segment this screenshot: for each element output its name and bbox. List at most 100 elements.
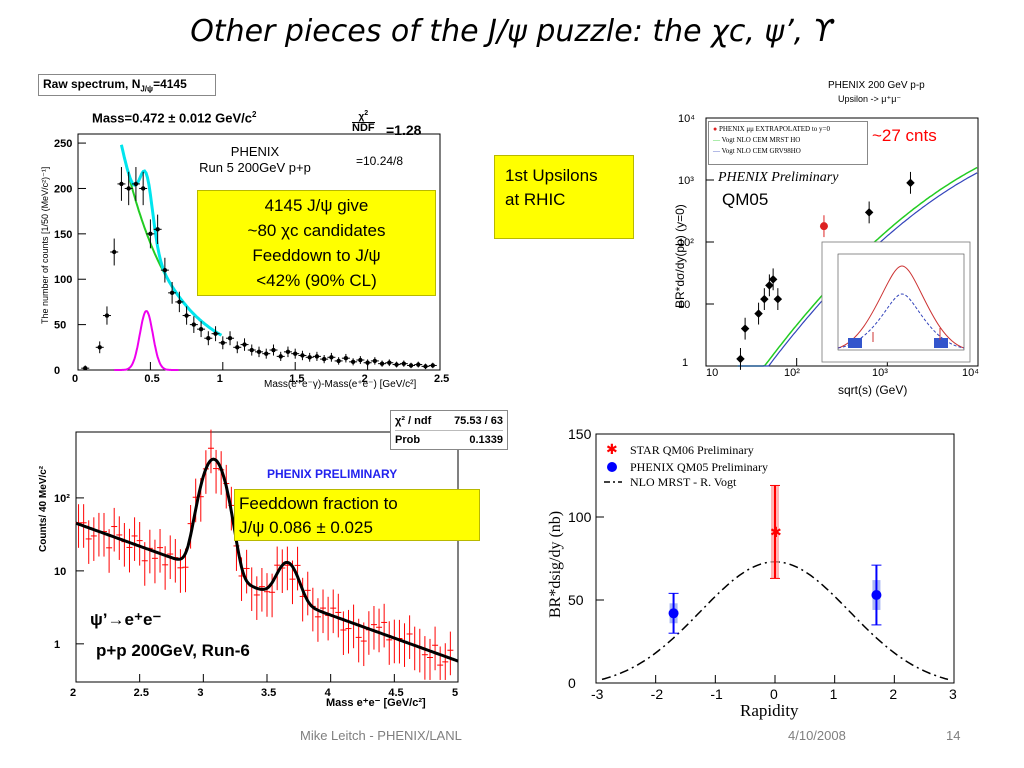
chic-point: [271, 347, 276, 353]
rapidity-ytick-label: 150: [568, 426, 592, 442]
chic-point: [408, 363, 414, 368]
chic-point: [227, 336, 233, 341]
chic-point: [198, 326, 204, 332]
upsilon-callout: 1st Upsilons at RHIC: [494, 155, 634, 239]
chic-point: [293, 351, 298, 356]
chic-ytick-label: 200: [54, 183, 72, 195]
chic-xlabel: Mass(e⁺e⁻γ)-Mass(e⁺e⁻) [GeV/c²]: [264, 379, 416, 390]
chic-point: [249, 347, 254, 353]
chic-point: [300, 353, 305, 358]
chic-point: [321, 356, 327, 362]
svg-text:10²: 10²: [678, 237, 694, 249]
chic-point: [264, 351, 269, 356]
chic-point: [220, 340, 225, 345]
chic-point: [314, 354, 320, 359]
psiprime-xtick-label: 4: [325, 687, 332, 699]
chic-point: [423, 364, 428, 369]
upsilon-data-point: [754, 309, 763, 318]
footer-date: 4/10/2008: [788, 728, 846, 743]
chic-point: [184, 313, 189, 318]
rapidity-xtick-label: 0: [770, 686, 778, 702]
rapidity-xtick-label: -1: [710, 686, 723, 702]
svg-text:10²: 10²: [784, 367, 800, 379]
psiprime-chart: 2 2.5 3 3.5 4 4.5 5 1 10 10² Counts/ 40 MeV/c² Ma…: [36, 412, 468, 712]
chic-point: [285, 349, 291, 355]
chic-ytick-label: 150: [54, 229, 72, 241]
psiprime-ylabel: Counts/ 40 MeV/c²: [38, 465, 49, 552]
chic-point: [133, 181, 139, 187]
chic-point: [372, 358, 378, 364]
upsilon-phenix-point: [819, 222, 828, 231]
rapidity-xtick-label: 3: [949, 686, 957, 702]
chic-point: [336, 358, 341, 364]
rapidity-legend-star-marker: ✱: [606, 443, 618, 458]
upsilon-inset-curve-1: [837, 265, 965, 349]
rapidity-xtick-label: 1: [830, 686, 838, 702]
svg-text:10: 10: [678, 299, 690, 311]
chic-point: [148, 231, 153, 237]
psiprime-xlabel: Mass e⁺e⁻ [GeV/c²]: [326, 697, 426, 709]
rapidity-ytick-label: 100: [568, 509, 592, 525]
svg-text:10⁴: 10⁴: [962, 367, 979, 379]
rapidity-legend-star: STAR QM06 Preliminary: [630, 443, 754, 457]
chic-point: [329, 355, 334, 360]
chic-ndf: NDF: [352, 122, 375, 135]
rapidity-ylabel: BR*dsig/dy (nb): [547, 511, 564, 618]
chic-callout-line2: ~80 χc candidates: [247, 221, 386, 240]
chic-xtick-label: 2: [362, 373, 368, 385]
chic-signal-peak: [114, 310, 179, 371]
psiprime-callout-line2: J/ψ 0.086 ± 0.025: [239, 518, 373, 537]
chic-point: [206, 336, 211, 341]
rapidity-xtick-label: -2: [651, 686, 664, 702]
chic-point: [83, 365, 88, 371]
psiprime-axis-ticks: 2 2.5 3 3.5 4 4.5 5 1 10 10²: [54, 493, 459, 699]
upsilon-counts-note: ~27 cnts: [872, 126, 937, 145]
chic-point: [358, 357, 363, 363]
chic-point: [112, 249, 117, 255]
psiprime-decay: ψ’→e⁺e⁻: [90, 610, 162, 629]
upsilon-data-point: [740, 324, 750, 333]
rapidity-chart: -3 -2 -1 0 1 2 3 0 50 100 150 ✱ BR*dsig/dy (nb) Ra…: [540, 424, 970, 724]
rapidity-legend: ✱ STAR QM06 Preliminary PHENIX QM05 Prel…: [604, 443, 768, 489]
svg-text:1: 1: [682, 357, 688, 369]
svg-text:10: 10: [706, 367, 718, 379]
svg-text:10⁴: 10⁴: [678, 113, 695, 125]
chic-xtick-label: 1.5: [289, 373, 304, 385]
chic-point: [177, 299, 182, 305]
rapidity-ytick-label: 0: [568, 675, 576, 691]
chic-mass-label: Mass=0.472 ± 0.012 GeV/c: [92, 110, 252, 126]
chic-header-sub: J/ψ: [140, 84, 154, 94]
psiprime-fit: [75, 457, 459, 663]
psiprime-ytick-label: 10²: [54, 493, 70, 505]
psiprime-xtick-label: 3: [197, 687, 203, 699]
chic-point: [242, 342, 247, 347]
psiprime-xtick-label: 5: [452, 687, 458, 699]
rapidity-xtick-label: -3: [591, 686, 604, 702]
rapidity-legend-nlo: NLO MRST - R. Vogt: [630, 475, 737, 489]
chic-point: [155, 227, 160, 232]
chic-point: [416, 362, 421, 367]
upsilon-title: PHENIX 200 GeV p-p: [828, 80, 925, 91]
psiprime-callout: Feeddown fraction to J/ψ 0.086 ± 0.025: [234, 489, 480, 541]
chic-xtick-label: 0.5: [144, 373, 159, 385]
rapidity-axis-ticks: -3 -2 -1 0 1 2 3 0 50 100 150: [568, 426, 957, 702]
upsilon-legend-phenix: PHENIX μμ EXTRAPOLATED to y=0: [718, 125, 830, 133]
upsilon-inset-band-right: [934, 338, 948, 348]
chic-chi2-block: χ2 NDF: [352, 110, 375, 135]
psiprime-prob-val: 0.1339: [469, 434, 503, 446]
footer-author: Mike Leitch - PHENIX/LANL: [300, 728, 462, 743]
svg-text:10³: 10³: [678, 175, 694, 187]
chic-point: [191, 322, 197, 327]
psiprime-run: p+p 200GeV, Run-6: [96, 641, 250, 661]
chic-frame: [77, 133, 441, 371]
psiprime-chi2-label: χ² / ndf: [395, 415, 432, 427]
chic-axis-ticks: 0 0.5 1 1.5 2 2.5 0 50 100 150 200 250: [54, 138, 449, 385]
chic-point: [365, 360, 370, 365]
upsilon-data-point: [760, 294, 769, 304]
chic-header-val: =4145: [153, 77, 187, 91]
chic-point: [401, 361, 406, 366]
rapidity-star-point: ✱: [770, 524, 782, 540]
psiprime-ytick-label: 10: [54, 566, 66, 578]
chic-header: Raw spectrum, N: [43, 77, 141, 91]
chic-point: [235, 345, 240, 350]
